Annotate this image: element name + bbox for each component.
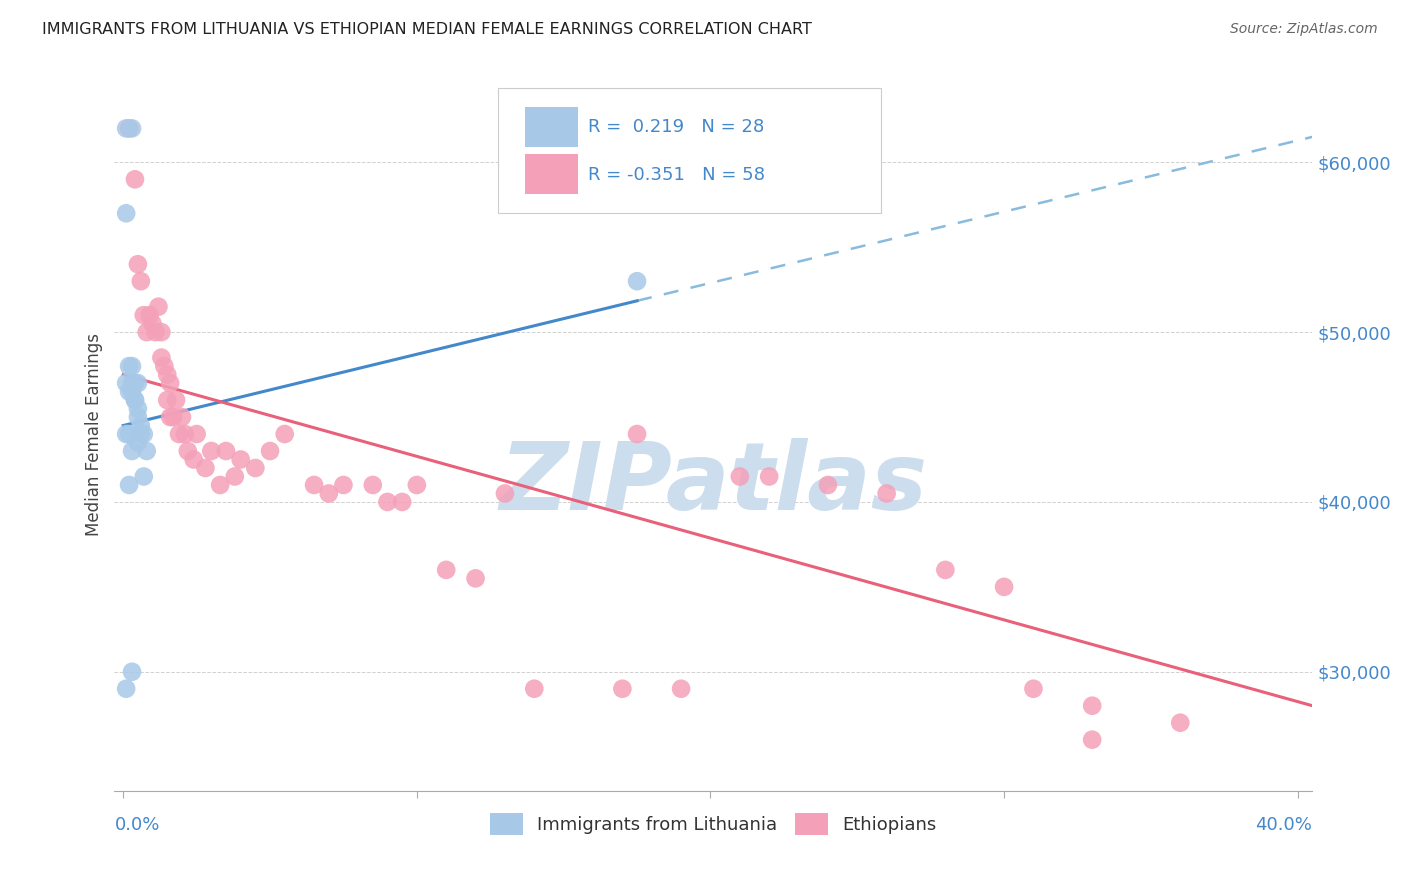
Point (1168, 715, 1191, 730)
Point (273, 427, 295, 442)
Point (129, 427, 152, 442)
Point (115, 376, 138, 390)
Point (153, 359, 176, 373)
Point (434, 563, 457, 577)
Point (626, 427, 648, 442)
Point (132, 469, 155, 483)
Y-axis label: Median Female Earnings: Median Female Earnings (86, 333, 103, 535)
Point (377, 495, 399, 509)
Point (817, 478, 839, 492)
Point (162, 410, 184, 425)
Point (361, 478, 384, 492)
Point (1081, 698, 1104, 713)
Point (132, 308, 155, 322)
Point (165, 393, 187, 408)
Point (115, 681, 138, 696)
Point (318, 486, 340, 500)
Point (156, 393, 179, 408)
Point (115, 121, 138, 136)
Point (156, 368, 179, 382)
Point (121, 444, 143, 458)
Point (215, 444, 238, 458)
Text: ZIPatlas: ZIPatlas (499, 438, 928, 530)
Point (127, 410, 149, 425)
Point (259, 444, 281, 458)
Point (138, 308, 160, 322)
Point (135, 444, 157, 458)
Point (332, 478, 354, 492)
Point (993, 580, 1015, 594)
Point (612, 681, 634, 696)
Point (150, 325, 173, 339)
Point (229, 452, 252, 467)
Point (167, 427, 190, 442)
Point (170, 410, 193, 425)
Text: R = -0.351   N = 58: R = -0.351 N = 58 (588, 166, 765, 184)
Point (1081, 732, 1104, 747)
Point (159, 410, 181, 425)
Point (148, 300, 170, 314)
Point (127, 401, 149, 416)
Point (121, 665, 143, 679)
Point (494, 486, 516, 500)
Point (132, 427, 155, 442)
Point (728, 469, 751, 483)
Point (124, 376, 146, 390)
Point (145, 325, 167, 339)
Point (124, 393, 146, 408)
Point (121, 376, 143, 390)
Point (224, 469, 246, 483)
Point (118, 384, 141, 399)
Point (194, 461, 217, 475)
Point (118, 359, 141, 373)
Point (118, 427, 141, 442)
Point (124, 172, 146, 186)
Point (127, 435, 149, 450)
Legend: Immigrants from Lithuania, Ethiopians: Immigrants from Lithuania, Ethiopians (491, 813, 936, 835)
Point (142, 317, 165, 331)
Point (150, 351, 173, 365)
Point (934, 563, 956, 577)
Point (177, 444, 200, 458)
Point (669, 681, 692, 696)
Point (405, 478, 427, 492)
Point (200, 444, 222, 458)
Text: Source: ZipAtlas.com: Source: ZipAtlas.com (1230, 22, 1378, 37)
Point (118, 121, 141, 136)
Point (186, 427, 208, 442)
FancyBboxPatch shape (526, 154, 578, 194)
Text: R =  0.219   N = 28: R = 0.219 N = 28 (588, 119, 763, 136)
Point (876, 486, 898, 500)
Point (115, 427, 138, 442)
Point (173, 427, 195, 442)
Point (1022, 681, 1045, 696)
Point (758, 469, 780, 483)
FancyBboxPatch shape (498, 88, 882, 213)
Point (124, 393, 146, 408)
Point (464, 571, 486, 585)
Point (129, 274, 152, 288)
Point (183, 452, 205, 467)
Text: 40.0%: 40.0% (1256, 816, 1312, 834)
Point (245, 461, 267, 475)
Text: IMMIGRANTS FROM LITHUANIA VS ETHIOPIAN MEDIAN FEMALE EARNINGS CORRELATION CHART: IMMIGRANTS FROM LITHUANIA VS ETHIOPIAN M… (42, 22, 813, 37)
Point (121, 121, 143, 136)
Point (121, 359, 143, 373)
Point (127, 376, 149, 390)
Point (135, 325, 157, 339)
Point (209, 478, 232, 492)
Point (523, 681, 546, 696)
Point (302, 478, 325, 492)
Point (129, 418, 152, 433)
Point (626, 274, 648, 288)
Text: 0.0%: 0.0% (114, 816, 160, 834)
Point (391, 495, 413, 509)
FancyBboxPatch shape (526, 107, 578, 146)
Point (159, 376, 181, 390)
Point (127, 257, 149, 271)
Point (118, 478, 141, 492)
Point (121, 384, 143, 399)
Point (115, 206, 138, 220)
